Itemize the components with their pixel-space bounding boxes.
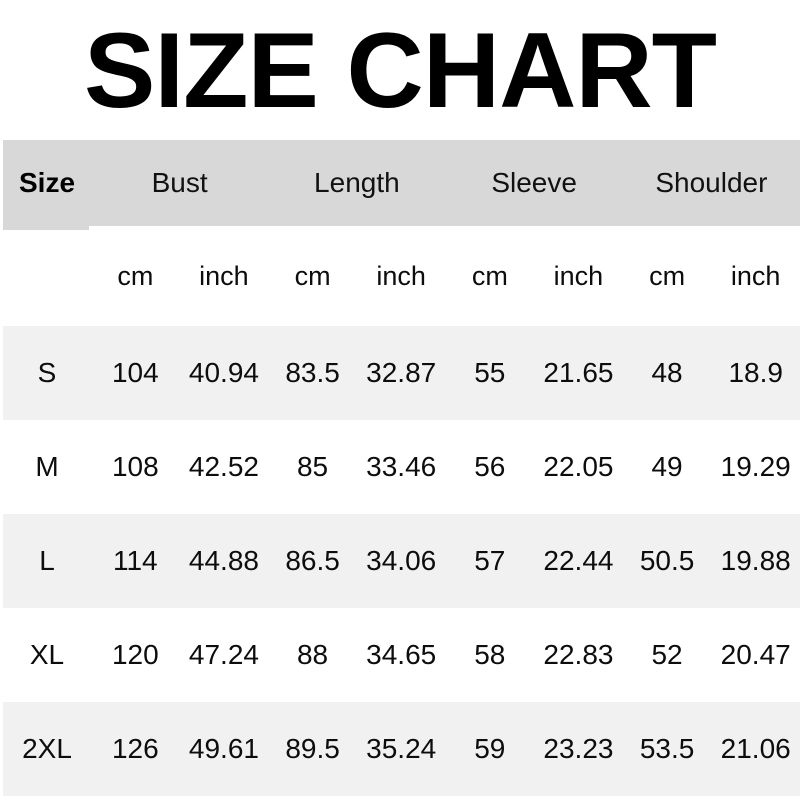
value-cell: 42.52: [179, 420, 269, 514]
value-cell: 126: [91, 702, 180, 796]
value-cell: 22.05: [534, 420, 623, 514]
size-cell: L: [3, 514, 91, 608]
value-cell: 108: [91, 420, 180, 514]
unit-label-bust-inch: inch: [179, 226, 269, 326]
value-cell: 19.29: [711, 420, 800, 514]
value-cell: 47.24: [179, 608, 269, 702]
table-units-row: cm inch cm inch cm inch cm inch: [3, 226, 800, 326]
value-cell: 21.06: [711, 702, 800, 796]
value-cell: 89.5: [268, 702, 357, 796]
value-cell: 52: [622, 608, 712, 702]
value-cell: 34.06: [356, 514, 446, 608]
column-header-size: Size: [3, 140, 91, 226]
size-cell: XL: [3, 608, 91, 702]
column-header-bust: Bust: [91, 140, 269, 226]
value-cell: 32.87: [356, 326, 446, 420]
value-cell: 33.46: [356, 420, 446, 514]
unit-label-length-cm: cm: [268, 226, 357, 326]
value-cell: 120: [91, 608, 180, 702]
size-cell: 2XL: [3, 702, 91, 796]
unit-label-length-inch: inch: [356, 226, 446, 326]
value-cell: 86.5: [268, 514, 357, 608]
value-cell: 40.94: [179, 326, 269, 420]
unit-label-shoulder-cm: cm: [622, 226, 712, 326]
unit-label-sleeve-cm: cm: [445, 226, 535, 326]
units-blank-cell: [3, 226, 91, 326]
table-row-xl: XL 120 47.24 88 34.65 58 22.83 52 20.47: [3, 608, 800, 702]
value-cell: 20.47: [711, 608, 800, 702]
value-cell: 34.65: [356, 608, 446, 702]
unit-label-bust-cm: cm: [91, 226, 180, 326]
value-cell: 88: [268, 608, 357, 702]
value-cell: 21.65: [534, 326, 623, 420]
table-row-2xl: 2XL 126 49.61 89.5 35.24 59 23.23 53.5 2…: [3, 702, 800, 796]
value-cell: 44.88: [179, 514, 269, 608]
value-cell: 55: [445, 326, 535, 420]
table-row-s: S 104 40.94 83.5 32.87 55 21.65 48 18.9: [3, 326, 800, 420]
value-cell: 59: [445, 702, 535, 796]
column-header-sleeve: Sleeve: [445, 140, 623, 226]
value-cell: 114: [91, 514, 180, 608]
size-header-tail: [3, 226, 89, 230]
value-cell: 35.24: [356, 702, 446, 796]
value-cell: 49.61: [179, 702, 269, 796]
table-row-l: L 114 44.88 86.5 34.06 57 22.44 50.5 19.…: [3, 514, 800, 608]
column-header-shoulder: Shoulder: [622, 140, 800, 226]
value-cell: 83.5: [268, 326, 357, 420]
value-cell: 50.5: [622, 514, 712, 608]
value-cell: 23.23: [534, 702, 623, 796]
value-cell: 58: [445, 608, 535, 702]
value-cell: 19.88: [711, 514, 800, 608]
page-title: SIZE CHART: [84, 10, 717, 130]
size-chart-table: Size Bust Length Sleeve Shoulder cm inch…: [3, 140, 800, 796]
value-cell: 85: [268, 420, 357, 514]
value-cell: 48: [622, 326, 712, 420]
table-header-row: Size Bust Length Sleeve Shoulder: [3, 140, 800, 226]
unit-label-sleeve-inch: inch: [534, 226, 623, 326]
value-cell: 53.5: [622, 702, 712, 796]
value-cell: 104: [91, 326, 180, 420]
value-cell: 22.44: [534, 514, 623, 608]
column-header-length: Length: [268, 140, 446, 226]
value-cell: 18.9: [711, 326, 800, 420]
value-cell: 49: [622, 420, 712, 514]
size-cell: S: [3, 326, 91, 420]
value-cell: 22.83: [534, 608, 623, 702]
unit-label-shoulder-inch: inch: [711, 226, 800, 326]
size-cell: M: [3, 420, 91, 514]
table-row-m: M 108 42.52 85 33.46 56 22.05 49 19.29: [3, 420, 800, 514]
value-cell: 56: [445, 420, 535, 514]
value-cell: 57: [445, 514, 535, 608]
